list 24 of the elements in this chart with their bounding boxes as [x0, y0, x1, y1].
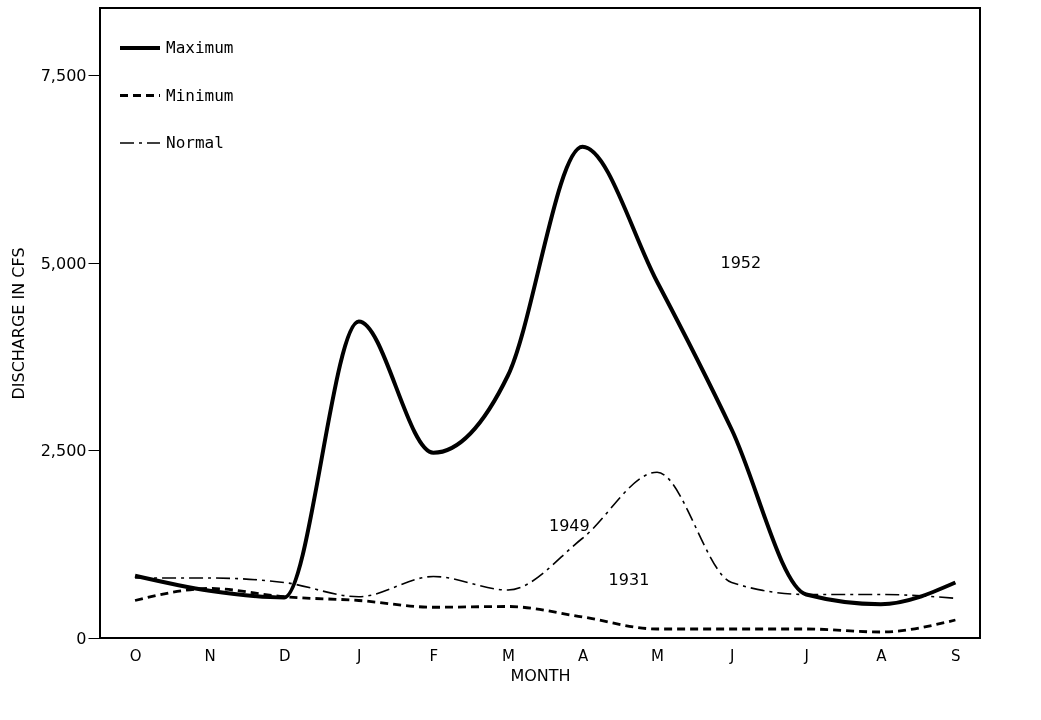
x-axis-title: MONTH: [510, 665, 571, 685]
x-tick-label: A: [876, 646, 888, 665]
annotation: 1952: [720, 253, 762, 272]
x-tick-label: A: [577, 646, 589, 665]
x-tick-label: J: [803, 646, 809, 665]
x-tick-label: N: [204, 646, 216, 665]
x-tick-label: M: [501, 646, 515, 665]
x-tick-label: O: [129, 646, 142, 665]
legend-label: Maximum: [166, 38, 234, 57]
y-tick-label: 2,500: [40, 441, 87, 460]
y-tick-label: 5,000: [40, 253, 87, 273]
x-tick-label: J: [356, 646, 362, 665]
legend-label: Minimum: [166, 85, 234, 105]
x-tick-label: M: [651, 646, 665, 665]
legend-label: Normal: [166, 133, 224, 152]
x-tick-label: J: [728, 646, 735, 665]
x-tick-label: S: [951, 646, 961, 665]
y-tick-label: 7,500: [40, 66, 87, 85]
x-tick-label: F: [429, 646, 439, 665]
annotation: 1931: [608, 569, 650, 589]
x-tick-label: D: [278, 646, 291, 665]
annotation: 1949: [548, 515, 590, 535]
y-tick-label: 0: [76, 628, 87, 648]
y-axis-title: DISCHARGE IN CFS: [8, 247, 28, 400]
